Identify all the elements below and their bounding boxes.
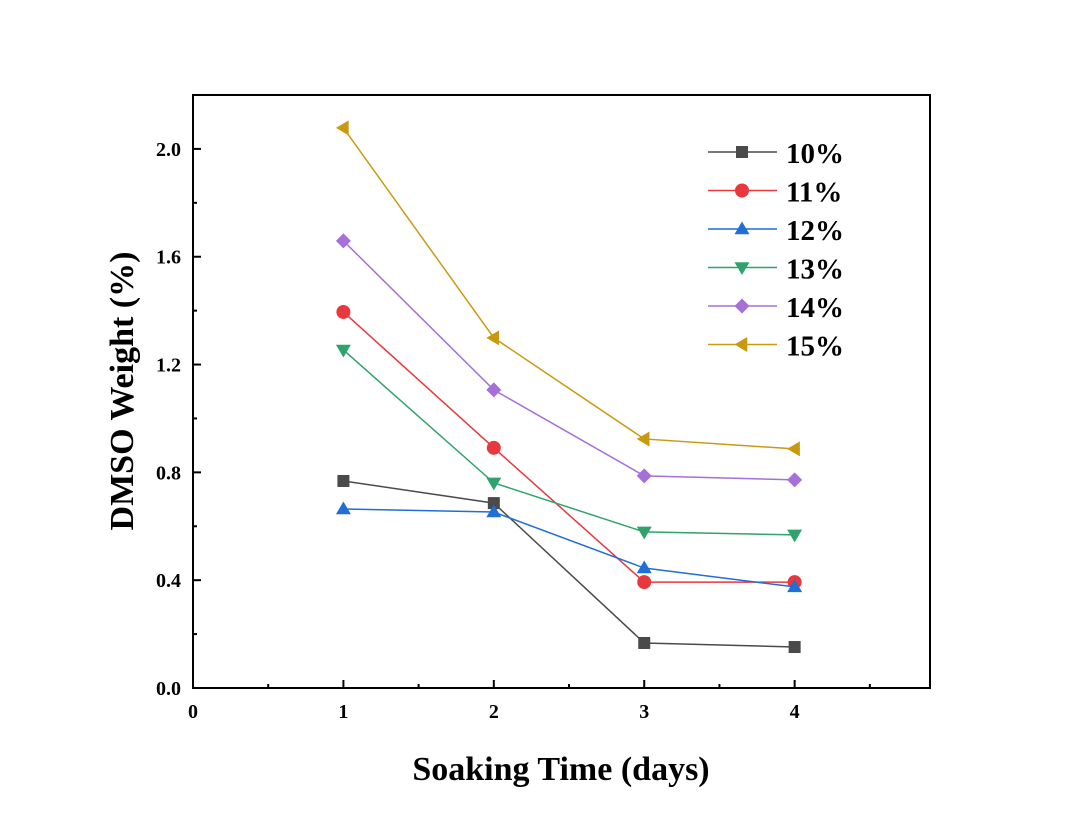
legend-marker <box>734 298 750 314</box>
legend-label: 15% <box>786 331 844 363</box>
data-point <box>636 468 652 484</box>
legend-label: 13% <box>786 254 844 286</box>
legend-marker <box>735 183 749 198</box>
x-tick-label: 2 <box>489 701 499 723</box>
series-14pct <box>335 233 803 488</box>
y-axis-label: DMSO Weight (%) <box>104 252 141 531</box>
legend-marker <box>734 262 750 275</box>
series-line <box>342 127 795 450</box>
data-point <box>486 440 501 455</box>
x-axis-label: Soaking Time (days) <box>412 751 709 788</box>
legend-marker <box>734 337 748 352</box>
data-point <box>486 382 502 398</box>
data-point <box>335 120 349 136</box>
data-point <box>787 472 803 488</box>
series-10pct <box>337 474 801 654</box>
series-line <box>343 480 795 648</box>
legend-item: 13% <box>708 254 844 286</box>
legend-item: 10% <box>708 138 844 170</box>
legend-marker <box>734 221 750 235</box>
legend-item: 11% <box>708 177 842 209</box>
data-point <box>486 330 500 346</box>
series-12pct <box>335 501 803 593</box>
x-tick-label: 3 <box>639 701 649 723</box>
y-tick-label: 1.2 <box>156 355 181 377</box>
y-tick-label: 2.0 <box>156 139 181 161</box>
data-point <box>787 529 803 543</box>
data-point <box>636 526 652 540</box>
data-point <box>636 560 652 574</box>
legend-label: 10% <box>786 138 844 170</box>
legend-label: 14% <box>786 292 844 324</box>
data-point <box>335 501 351 515</box>
legend-item: 14% <box>708 292 844 324</box>
legend-marker <box>736 146 748 158</box>
data-point <box>787 441 800 457</box>
y-tick-label: 0.8 <box>156 462 181 484</box>
legend-item: 12% <box>708 215 844 247</box>
legend-item: 15% <box>708 331 844 363</box>
series-13pct <box>335 344 803 543</box>
data-point <box>335 344 351 358</box>
series-11pct <box>336 304 802 590</box>
x-tick-label: 1 <box>338 701 348 723</box>
legend-label: 11% <box>786 177 842 209</box>
data-point <box>788 641 801 654</box>
y-tick-label: 0.0 <box>156 678 181 700</box>
y-tick-label: 1.6 <box>156 247 181 269</box>
plot-frame <box>192 94 931 689</box>
series-line <box>342 240 795 481</box>
data-point <box>335 233 351 249</box>
series-line <box>342 349 795 536</box>
series-line <box>342 311 795 583</box>
x-tick-label: 4 <box>790 701 800 723</box>
data-point <box>337 474 350 487</box>
data-point <box>638 636 651 649</box>
data-point <box>486 504 502 518</box>
data-point <box>486 477 502 491</box>
series-line <box>343 508 795 588</box>
y-tick-label: 0.4 <box>156 570 181 592</box>
data-point <box>336 304 351 319</box>
legend-label: 12% <box>786 215 844 247</box>
data-point <box>487 497 500 510</box>
data-point <box>637 575 652 590</box>
x-tick-label: 0 <box>188 701 198 723</box>
series-15pct <box>335 120 800 457</box>
data-point <box>636 431 650 447</box>
data-point <box>787 579 803 593</box>
